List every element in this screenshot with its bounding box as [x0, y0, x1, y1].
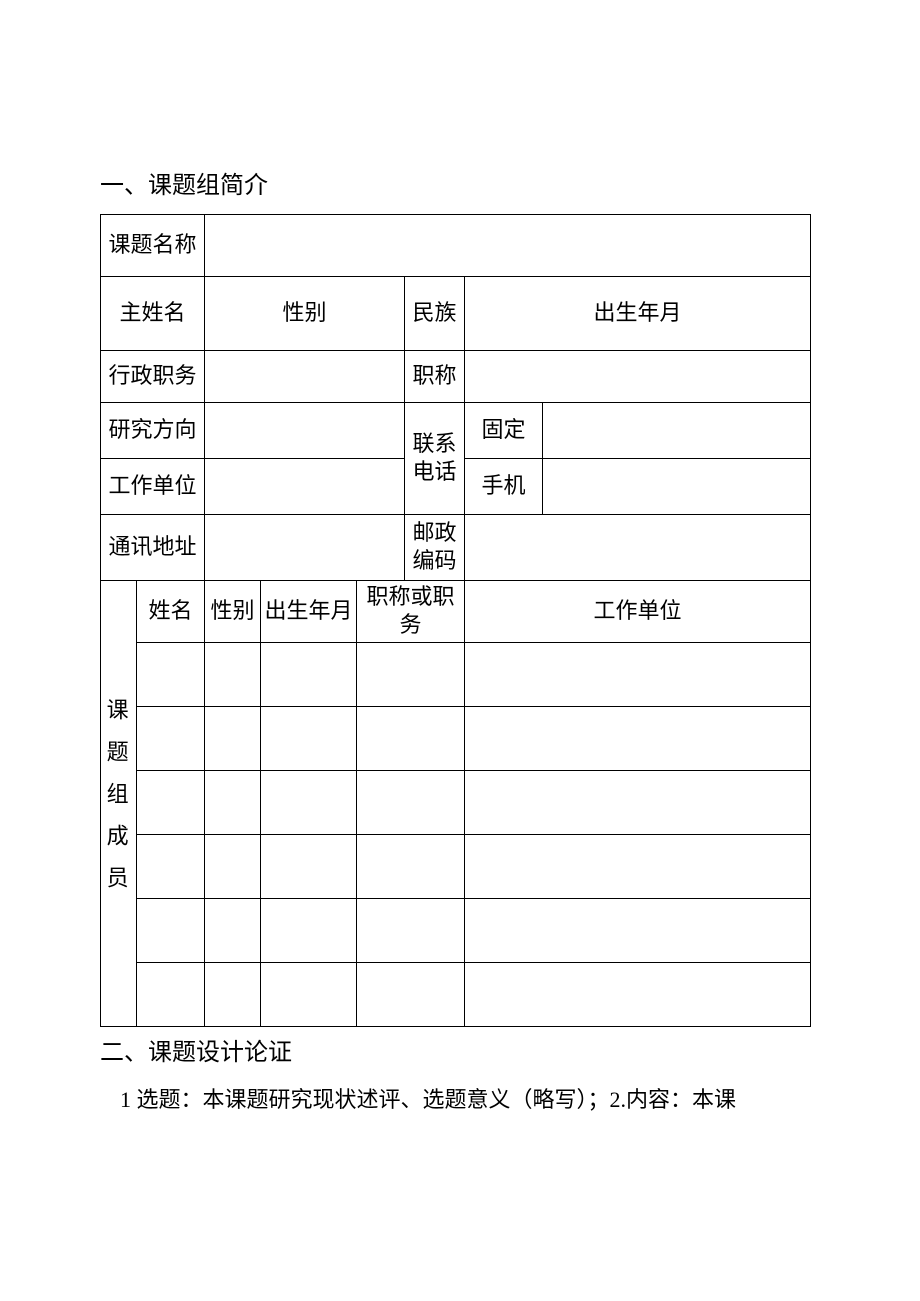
label-work-unit: 工作单位 [101, 458, 205, 514]
m-gender [205, 642, 261, 706]
m-gender [205, 834, 261, 898]
table-row [101, 770, 811, 834]
m-title-post [357, 834, 465, 898]
value-research-dir [205, 402, 405, 458]
label-title: 职称 [405, 350, 465, 402]
m-birth [261, 770, 357, 834]
table-row [101, 962, 811, 1026]
m-birth [261, 962, 357, 1026]
label-ethnicity: 民族 [405, 276, 465, 350]
m-gender [205, 898, 261, 962]
value-mobile [543, 458, 811, 514]
label-m-birth: 出生年月 [261, 580, 357, 642]
table-row [101, 834, 811, 898]
label-address: 通讯地址 [101, 514, 205, 580]
label-members: 课题组成员 [101, 580, 137, 1026]
m-unit [465, 962, 811, 1026]
label-contact-phone: 联系电话 [405, 402, 465, 514]
label-m-gender: 性别 [205, 580, 261, 642]
value-address [205, 514, 405, 580]
section2-title: 二、课题设计论证 [100, 1037, 820, 1071]
m-unit [465, 898, 811, 962]
m-name [137, 962, 205, 1026]
label-landline: 固定 [465, 402, 543, 458]
m-birth [261, 706, 357, 770]
m-birth [261, 898, 357, 962]
label-m-unit: 工作单位 [465, 580, 811, 642]
value-title [465, 350, 811, 402]
value-work-unit [205, 458, 405, 514]
table-row [101, 898, 811, 962]
value-admin-post [205, 350, 405, 402]
label-admin-post: 行政职务 [101, 350, 205, 402]
m-title-post [357, 962, 465, 1026]
m-title-post [357, 770, 465, 834]
m-name [137, 898, 205, 962]
m-name [137, 770, 205, 834]
section2-subtext: 1 选题：本课题研究现状述评、选题意义（略写）；2.内容：本课 [120, 1080, 820, 1120]
m-unit [465, 770, 811, 834]
m-name [137, 642, 205, 706]
label-m-name: 姓名 [137, 580, 205, 642]
m-gender [205, 962, 261, 1026]
section1-title: 一、课题组简介 [100, 170, 820, 204]
intro-table: 课题名称 主姓名 性别 民族 出生年月 行政职务 职称 研究方向 联系电话 固定 [100, 214, 811, 1027]
label-mobile: 手机 [465, 458, 543, 514]
m-birth [261, 642, 357, 706]
label-topic-name: 课题名称 [101, 214, 205, 276]
m-unit [465, 834, 811, 898]
m-name [137, 834, 205, 898]
m-unit [465, 642, 811, 706]
m-title-post [357, 706, 465, 770]
document-page: 一、课题组简介 课题名称 主姓名 性别 民族 出生年月 行政职务 [0, 0, 920, 1301]
m-gender [205, 770, 261, 834]
m-unit [465, 706, 811, 770]
m-title-post [357, 642, 465, 706]
m-title-post [357, 898, 465, 962]
table-row [101, 642, 811, 706]
m-name [137, 706, 205, 770]
label-gender: 性别 [205, 276, 405, 350]
label-m-title-post: 职称或职务 [357, 580, 465, 642]
value-topic-name [205, 214, 811, 276]
label-birth: 出生年月 [465, 276, 811, 350]
label-pi-name: 主姓名 [101, 276, 205, 350]
m-gender [205, 706, 261, 770]
m-birth [261, 834, 357, 898]
value-postcode [465, 514, 811, 580]
label-postcode: 邮政编码 [405, 514, 465, 580]
value-landline [543, 402, 811, 458]
label-research-dir: 研究方向 [101, 402, 205, 458]
table-row [101, 706, 811, 770]
